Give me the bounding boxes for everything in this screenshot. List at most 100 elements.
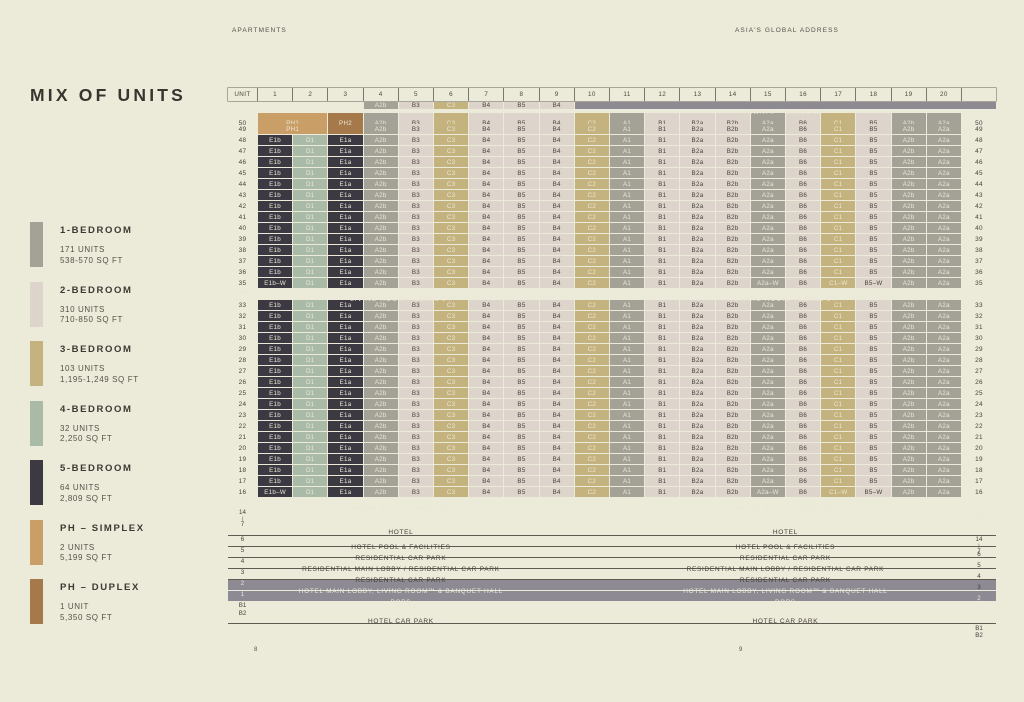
- unit-cell: C1: [821, 366, 856, 376]
- unit-cell: B1: [645, 355, 680, 365]
- unit-cell: C2: [574, 168, 609, 178]
- row-floor-28: 28 E1b D1 E1a A2b B3 C3 B4 B5 B4 C2 A1 B1 B2a B2b A2a B6…: [228, 355, 996, 365]
- unit-cell: B5: [504, 300, 539, 310]
- unit-cell: A2a: [926, 355, 961, 365]
- unit-cell: B4: [469, 135, 504, 145]
- unit-cell: A1: [610, 146, 645, 156]
- unit-cell: A1: [610, 278, 645, 288]
- unit-cell: B4: [469, 377, 504, 387]
- unit-cell: B4: [539, 300, 574, 310]
- unit-cell: A2a: [750, 212, 785, 222]
- table-header-row: UNIT 1 2 3 4 5 6 7 8 9 10 11 12 13 14 15 16 17 18 19 20: [228, 88, 996, 101]
- unit-cell: B1: [645, 399, 680, 409]
- unit-cell: A2b: [891, 300, 926, 310]
- floor-label-left: 46: [238, 158, 247, 166]
- level-band-label: AWAY® – LEVEL 51: [747, 109, 823, 116]
- unit-cell: D1: [293, 377, 328, 387]
- unit-cell: A2a–W: [750, 278, 785, 288]
- unit-cell: B2a: [680, 399, 715, 409]
- unit-cell: A2a: [926, 388, 961, 398]
- row-floor-19: 19 E1b D1 E1a A2b B3 C3 B4 B5 B4 C2 A1 B1 B2a B2b A2a B6…: [228, 454, 996, 464]
- unit-cell: B5: [504, 366, 539, 376]
- unit-cell: E1a: [328, 201, 363, 211]
- unit-cell: A2b: [363, 146, 398, 156]
- unit-cell: A1: [610, 487, 645, 497]
- unit-cell: A1: [610, 168, 645, 178]
- unit-cell: A2a: [926, 410, 961, 420]
- unit-cell: B4: [469, 410, 504, 420]
- unit-cell: B2a: [680, 355, 715, 365]
- unit-cell: B1: [645, 333, 680, 343]
- unit-cell: C2: [574, 223, 609, 233]
- unit-cell: E1b: [258, 421, 293, 431]
- floor-line: 1: [977, 605, 981, 613]
- unit-cell: A2b: [363, 245, 398, 255]
- unit-cell: B5: [856, 223, 891, 233]
- unit-cell: A1: [610, 190, 645, 200]
- legend-label: PH – SIMPLEX: [60, 522, 145, 534]
- floor-label-right: 21: [975, 433, 983, 441]
- unit-cell: C1: [821, 212, 856, 222]
- unit-cell: C3: [434, 333, 469, 343]
- unit-cell: A2a–W: [750, 487, 785, 497]
- unit-cell: B5: [504, 432, 539, 442]
- unit-cell: E1b–W: [258, 278, 293, 288]
- unit-cell: C3: [434, 476, 469, 486]
- header-cell-blank: [962, 88, 996, 101]
- unit-cell: B4: [469, 223, 504, 233]
- header-cell: 15: [751, 88, 785, 101]
- floor-label-right: 2: [962, 595, 996, 603]
- unit-cell: E1a: [328, 487, 363, 497]
- floor-line: 1: [240, 591, 245, 598]
- unit-cell: B1: [645, 476, 680, 486]
- unit-cell: B5: [856, 190, 891, 200]
- unit-cell: B2b: [715, 267, 750, 277]
- page-number-right: 9: [739, 647, 743, 653]
- unit-cell: B6: [786, 432, 821, 442]
- legend-units: 171 UNITS: [60, 245, 105, 254]
- unit-cell: B5: [504, 465, 539, 475]
- unit-cell: B4: [539, 278, 574, 288]
- unit-cell: A2b: [891, 410, 926, 420]
- unit-cell: B6: [786, 333, 821, 343]
- floor-label-right: 28: [975, 356, 983, 364]
- legend-swatch-ph-duplex: [30, 579, 43, 624]
- legend-size: 5,199 SQ FT: [60, 553, 113, 563]
- floor-label-right: 40: [975, 224, 983, 232]
- floor-label-right: 23: [975, 411, 983, 419]
- legend-detail: 103 UNITS 1,195-1,249 SQ FT: [60, 364, 139, 385]
- unit-cell: D1: [293, 443, 328, 453]
- unit-cell: B4: [539, 421, 574, 431]
- floor-label-left: 30: [238, 334, 247, 342]
- unit-cell: A2a: [750, 300, 785, 310]
- floor-line: 6: [977, 550, 981, 558]
- unit-cell: C1: [821, 168, 856, 178]
- floor-line: 3: [977, 583, 981, 591]
- header-cell: 20: [927, 88, 961, 101]
- unit-cell: B4: [469, 300, 504, 310]
- floor-label-right: 1: [962, 606, 996, 614]
- floor-line: 7: [240, 521, 245, 529]
- facility-text-right: RESIDENTIAL CAR PARK: [739, 576, 831, 584]
- floor-label-right: 43: [975, 191, 983, 199]
- unit-cell: B1: [645, 322, 680, 332]
- unit-cell: B6: [786, 212, 821, 222]
- unit-cell: A2b: [891, 267, 926, 277]
- unit-cell: B5: [504, 256, 539, 266]
- unit-cell: D1: [293, 212, 328, 222]
- unit-cell: B3: [398, 377, 433, 387]
- unit-cell: A2b: [363, 212, 398, 222]
- floor-label-left: 41: [238, 213, 247, 221]
- unit-cell: B4: [539, 454, 574, 464]
- unit-cell: A1: [610, 135, 645, 145]
- unit-cell: B1: [645, 234, 680, 244]
- unit-cell: B5: [856, 124, 891, 134]
- unit-cell: B3: [398, 102, 433, 109]
- row-floor-31: 31 E1b D1 E1a A2b B3 C3 B4 B5 B4 C2 A1 B1 B2a B2b A2a B6…: [228, 322, 996, 332]
- unit-cell: B1: [645, 388, 680, 398]
- unit-cell: C1: [821, 267, 856, 277]
- unit-cell: D1: [293, 267, 328, 277]
- facility-text-left: RESIDENTIAL CAR PARK: [355, 554, 447, 562]
- facility-text-left: HOTEL CAR PARK: [368, 617, 434, 625]
- unit-cell: C1–W: [821, 487, 856, 497]
